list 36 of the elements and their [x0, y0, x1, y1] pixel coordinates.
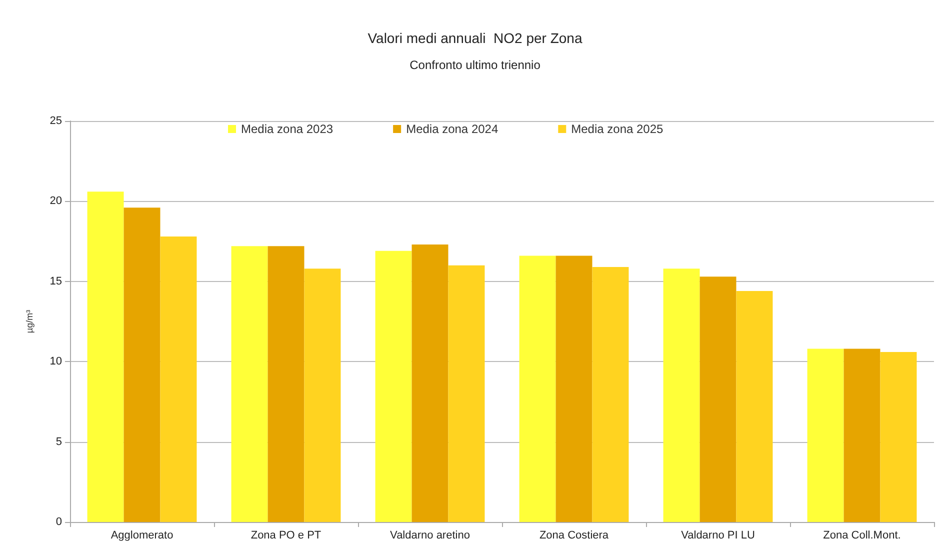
- legend-label: Media zona 2023: [241, 122, 334, 136]
- bar: [592, 266, 629, 522]
- x-tick-label: Valdarno PI LU: [681, 530, 755, 542]
- chart-subtitle: Confronto ultimo triennio: [410, 58, 541, 72]
- bar: [844, 348, 880, 522]
- bar: [700, 276, 736, 522]
- bar: [160, 236, 197, 522]
- bar: [412, 244, 448, 522]
- bar: [87, 192, 124, 522]
- x-tick-label: Valdarno aretino: [390, 530, 470, 542]
- x-tick-label: Zona Coll.Mont.: [823, 530, 901, 542]
- x-tick-label: Zona Costiera: [539, 530, 610, 542]
- x-tick-label: Zona PO e PT: [250, 530, 322, 542]
- bar: [880, 352, 917, 522]
- y-tick-label: 10: [50, 356, 62, 368]
- bar: [663, 268, 700, 522]
- legend-label: Media zona 2024: [406, 122, 498, 136]
- bar: [519, 256, 556, 522]
- y-axis-title: µg/m³: [24, 310, 34, 334]
- y-tick-label: 20: [50, 195, 62, 208]
- bar: [268, 246, 304, 522]
- bar: [231, 246, 268, 522]
- bar: [304, 268, 341, 522]
- y-tick-label: 15: [50, 275, 62, 288]
- bar: [375, 250, 412, 522]
- bar: [448, 265, 485, 522]
- bar: [124, 208, 160, 522]
- legend-label: Media zona 2025: [571, 122, 664, 136]
- bar: [556, 256, 592, 522]
- y-tick-label: 25: [50, 115, 62, 127]
- chart-title: Valori medi annuali NO2 per Zona: [368, 30, 582, 46]
- y-tick-label: 5: [56, 436, 62, 448]
- bar: [736, 291, 773, 522]
- y-tick-label: 0: [56, 516, 62, 528]
- bar: [807, 348, 844, 522]
- x-tick-label: Agglomerato: [110, 530, 174, 542]
